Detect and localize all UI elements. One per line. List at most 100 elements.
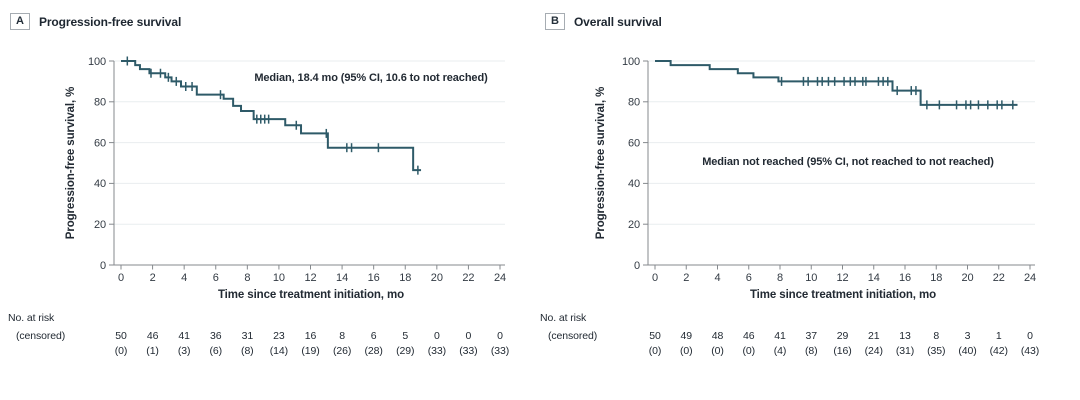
risk-censored-count: (33)	[491, 345, 509, 357]
x-tick-label: 0	[118, 272, 124, 284]
x-tick-label: 16	[899, 272, 911, 284]
km-curve	[655, 60, 1018, 106]
y-tick-label: 60	[94, 137, 106, 149]
x-tick-label: 8	[777, 272, 783, 284]
risk-count: 36	[210, 330, 222, 342]
x-tick-label: 12	[836, 272, 848, 284]
panel-b-plot: 020406080100050(0)249(0)448(0)646(0)841(…	[540, 56, 1039, 357]
risk-censored-count: (26)	[333, 345, 351, 357]
risk-censored-count: (24)	[865, 345, 883, 357]
x-tick-label: 20	[431, 272, 443, 284]
x-tick-label: 2	[150, 272, 156, 284]
y-tick-label: 60	[628, 137, 640, 149]
y-tick-label: 40	[94, 178, 106, 190]
risk-censored-count: (0)	[742, 345, 755, 357]
median-annotation: Median, 18.4 mo (95% CI, 10.6 to not rea…	[254, 72, 488, 84]
risk-censored-count: (33)	[459, 345, 477, 357]
y-tick-label: 100	[88, 56, 106, 68]
risk-censored-label: (censored)	[16, 330, 65, 342]
x-tick-label: 22	[993, 272, 1005, 284]
risk-censored-count: (8)	[805, 345, 818, 357]
risk-count: 48	[712, 330, 724, 342]
x-tick-label: 20	[961, 272, 973, 284]
risk-censored-label: (censored)	[548, 330, 597, 342]
risk-count: 37	[806, 330, 818, 342]
x-tick-label: 4	[181, 272, 187, 284]
risk-censored-count: (0)	[649, 345, 662, 357]
panel-b-header: B Overall survival	[545, 13, 662, 30]
x-axis-title: Time since treatment initiation, mo	[750, 289, 936, 301]
x-tick-label: 18	[399, 272, 411, 284]
y-tick-label: 0	[100, 260, 106, 272]
risk-count: 5	[402, 330, 408, 342]
panel-a-title: Progression-free survival	[38, 14, 182, 29]
risk-count: 29	[837, 330, 849, 342]
risk-count: 1	[996, 330, 1002, 342]
risk-censored-count: (0)	[115, 345, 128, 357]
median-annotation: Median not reached (95% CI, not reached …	[702, 156, 994, 168]
x-tick-label: 2	[683, 272, 689, 284]
x-tick-label: 22	[462, 272, 474, 284]
x-tick-label: 16	[368, 272, 380, 284]
risk-censored-count: (0)	[711, 345, 724, 357]
risk-censored-count: (3)	[178, 345, 191, 357]
risk-censored-count: (43)	[1021, 345, 1039, 357]
panel-a-header: A Progression-free survival	[10, 13, 181, 30]
risk-count: 23	[273, 330, 285, 342]
y-tick-label: 40	[628, 178, 640, 190]
risk-censored-count: (19)	[301, 345, 319, 357]
x-tick-label: 24	[494, 272, 506, 284]
x-tick-label: 10	[805, 272, 817, 284]
risk-count: 50	[649, 330, 661, 342]
x-tick-label: 12	[304, 272, 316, 284]
x-tick-label: 6	[746, 272, 752, 284]
risk-count: 0	[434, 330, 440, 342]
risk-censored-count: (31)	[896, 345, 914, 357]
risk-count: 21	[868, 330, 880, 342]
y-axis-title: Progression-free survival, %	[595, 87, 607, 240]
panel-b-label-box: B	[545, 13, 565, 30]
x-axis-title: Time since treatment initiation, mo	[218, 289, 404, 301]
panel-b: B Overall survival 0 20 40 60 80 100 0 50 (0) 2 49…	[540, 0, 1080, 400]
risk-censored-count: (40)	[958, 345, 976, 357]
risk-censored-count: (4)	[774, 345, 787, 357]
risk-count: 6	[371, 330, 377, 342]
risk-censored-count: (28)	[365, 345, 383, 357]
x-tick-label: 4	[714, 272, 720, 284]
risk-censored-count: (1)	[146, 345, 159, 357]
risk-count: 41	[178, 330, 190, 342]
risk-censored-count: (8)	[241, 345, 254, 357]
panel-a: A Progression-free survival 0 20 40 60 80 100…	[8, 13, 509, 357]
risk-count: 13	[899, 330, 911, 342]
risk-table-label: No. at risk	[8, 312, 55, 324]
km-curve	[121, 60, 422, 172]
risk-count: 46	[147, 330, 159, 342]
risk-censored-count: (14)	[270, 345, 288, 357]
risk-count: 49	[681, 330, 693, 342]
risk-censored-count: (29)	[396, 345, 414, 357]
x-tick-label: 6	[213, 272, 219, 284]
panel-b-title: Overall survival	[573, 14, 662, 29]
risk-table-label: No. at risk	[540, 312, 587, 324]
risk-count: 41	[774, 330, 786, 342]
x-tick-label: 14	[868, 272, 880, 284]
x-tick-label: 18	[930, 272, 942, 284]
axis-frame	[113, 61, 505, 266]
risk-count: 0	[466, 330, 472, 342]
risk-censored-count: (35)	[927, 345, 945, 357]
y-tick-label: 20	[628, 219, 640, 231]
risk-count: 31	[242, 330, 254, 342]
risk-count: 3	[965, 330, 971, 342]
risk-censored-count: (6)	[209, 345, 222, 357]
x-tick-label: 10	[273, 272, 285, 284]
risk-count: 0	[1027, 330, 1033, 342]
y-tick-label: 100	[622, 56, 640, 68]
panel-a-plot: 020406080100050(0)246(1)441(3)636(6)831(…	[8, 56, 509, 357]
risk-count: 8	[339, 330, 345, 342]
risk-count: 50	[115, 330, 127, 342]
x-tick-label: 24	[1024, 272, 1036, 284]
risk-count: 16	[305, 330, 317, 342]
x-tick-label: 14	[336, 272, 348, 284]
x-tick-label: 0	[652, 272, 658, 284]
y-tick-label: 80	[94, 97, 106, 109]
